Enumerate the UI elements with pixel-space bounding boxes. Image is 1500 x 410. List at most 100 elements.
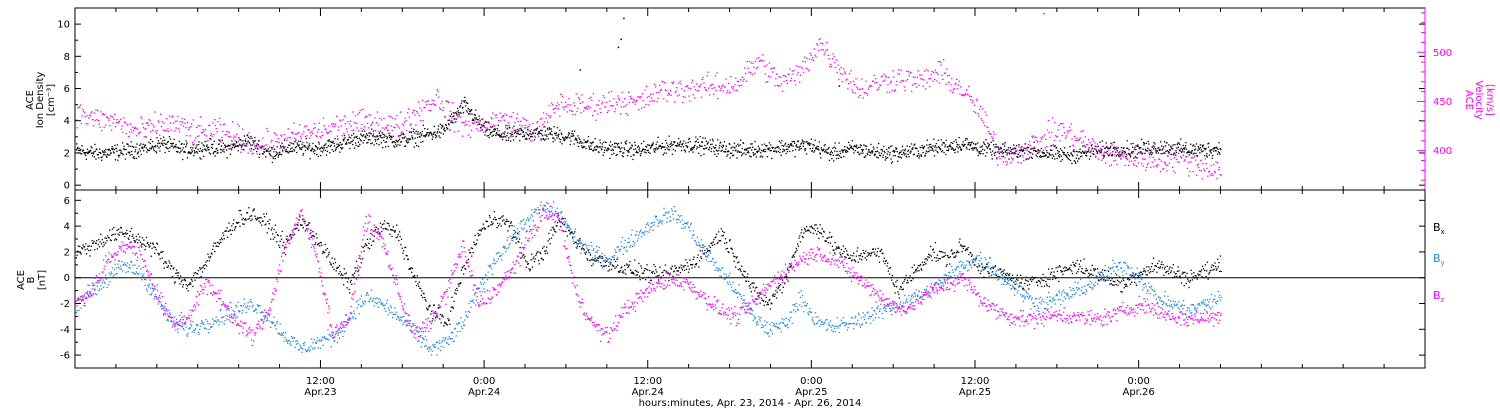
density-point xyxy=(754,140,756,143)
density-point xyxy=(422,140,424,143)
density-point xyxy=(394,141,396,143)
velocity-point xyxy=(1170,158,1172,160)
bx-point xyxy=(244,218,247,220)
bx-point xyxy=(697,254,699,256)
bx-points xyxy=(75,207,1222,327)
density-point xyxy=(1007,149,1009,151)
velocity-point xyxy=(579,102,581,104)
velocity-point xyxy=(389,116,392,118)
velocity-point xyxy=(163,122,165,124)
density-point xyxy=(294,141,296,143)
density-point xyxy=(355,136,358,138)
density-point xyxy=(921,146,924,149)
density-point xyxy=(373,130,375,132)
density-point xyxy=(486,129,488,132)
density-point xyxy=(612,148,614,150)
bx-point xyxy=(683,269,686,271)
bx-point xyxy=(399,235,401,238)
velocity-point xyxy=(1019,147,1022,149)
velocity-point xyxy=(906,70,908,72)
velocity-point xyxy=(126,124,128,126)
density-point xyxy=(368,135,370,137)
bx-point xyxy=(657,275,659,277)
density-point xyxy=(902,149,904,151)
density-point xyxy=(493,128,495,131)
density-point xyxy=(847,148,849,150)
velocity-point xyxy=(547,121,549,123)
bx-point xyxy=(743,276,746,278)
bx-point xyxy=(192,285,194,288)
velocity-point xyxy=(643,106,645,108)
velocity-point xyxy=(685,86,687,88)
density-point xyxy=(196,151,198,153)
density-point xyxy=(316,148,318,150)
density-point xyxy=(96,148,98,150)
bx-point xyxy=(509,225,511,227)
bx-point xyxy=(796,249,798,251)
density-point xyxy=(257,147,259,150)
density-point xyxy=(806,141,808,143)
bx-point xyxy=(832,249,834,251)
velocity-point xyxy=(753,66,755,68)
velocity-point xyxy=(274,133,276,135)
bx-point xyxy=(689,259,691,261)
velocity-point xyxy=(252,152,254,154)
density-point xyxy=(1100,149,1102,151)
velocity-point xyxy=(943,59,945,61)
density-point xyxy=(852,147,854,149)
velocity-point xyxy=(624,105,626,107)
density-point xyxy=(1096,152,1098,154)
density-point xyxy=(626,155,629,157)
density-point xyxy=(1152,145,1154,147)
density-point xyxy=(1033,141,1035,143)
bx-point xyxy=(576,247,578,249)
density-point xyxy=(192,147,194,149)
density-point xyxy=(972,149,974,151)
bx-point xyxy=(328,253,330,255)
velocity-point xyxy=(853,80,855,83)
bx-point xyxy=(644,268,646,270)
velocity-point xyxy=(1183,160,1185,162)
velocity-point xyxy=(1214,171,1216,174)
density-point xyxy=(722,145,725,147)
density-point xyxy=(808,144,811,147)
density-point xyxy=(844,146,846,148)
velocity-point xyxy=(1213,170,1216,173)
density-point xyxy=(772,147,774,149)
bx-point xyxy=(427,308,429,310)
velocity-point xyxy=(552,108,554,110)
velocity-point xyxy=(425,104,428,106)
bx-point xyxy=(140,245,142,247)
velocity-point xyxy=(1050,144,1052,147)
bx-point xyxy=(720,228,722,230)
density-point xyxy=(441,124,443,127)
density-point xyxy=(358,145,360,147)
velocity-point xyxy=(422,120,424,122)
velocity-point xyxy=(1059,140,1061,142)
density-point xyxy=(1177,142,1179,144)
density-point xyxy=(486,135,488,137)
velocity-point xyxy=(511,116,513,118)
velocity-point xyxy=(299,135,302,137)
density-point xyxy=(319,147,321,149)
bx-point xyxy=(91,239,93,242)
density-point xyxy=(815,148,817,150)
velocity-point xyxy=(740,79,742,81)
velocity-point xyxy=(940,64,942,66)
bx-point xyxy=(593,259,595,261)
velocity-point xyxy=(770,68,772,70)
density-point xyxy=(929,146,931,148)
velocity-point xyxy=(96,119,98,121)
velocity-point xyxy=(385,127,388,129)
velocity-point xyxy=(502,114,505,117)
velocity-point xyxy=(986,126,988,128)
bx-point xyxy=(299,216,301,218)
bx-point xyxy=(755,298,757,300)
velocity-point xyxy=(292,133,294,135)
density-point xyxy=(983,149,986,151)
bx-point xyxy=(330,264,332,266)
density-point xyxy=(1038,156,1041,158)
density-point xyxy=(1128,153,1130,155)
density-point xyxy=(726,151,728,153)
velocity-point xyxy=(929,77,932,80)
